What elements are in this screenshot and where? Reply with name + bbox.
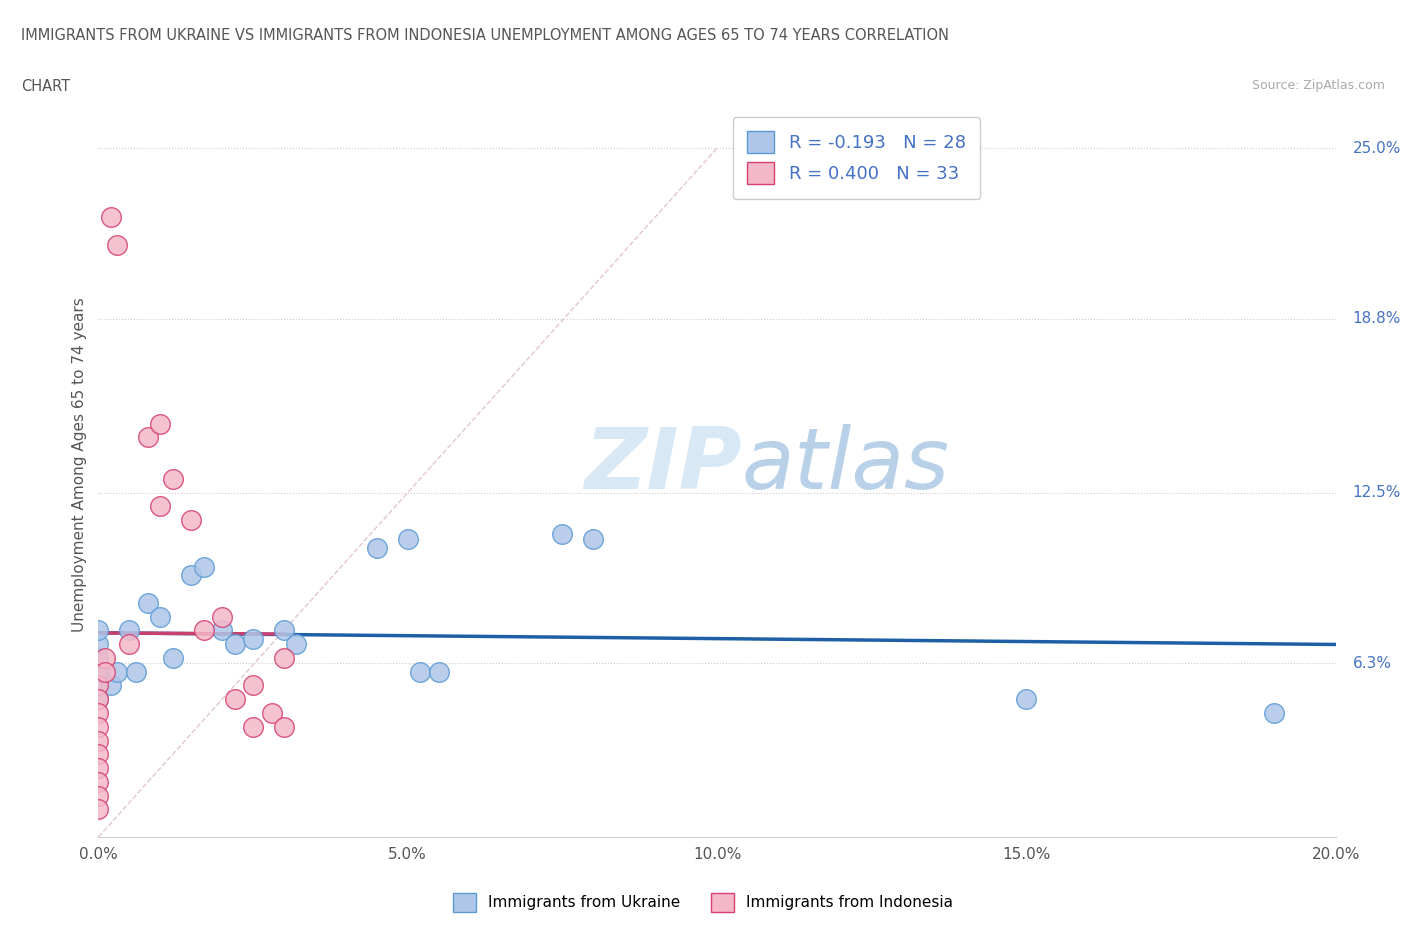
Point bbox=[582, 532, 605, 547]
Text: 18.8%: 18.8% bbox=[1353, 312, 1400, 326]
Point bbox=[242, 631, 264, 646]
Point bbox=[551, 526, 574, 541]
Text: ZIP: ZIP bbox=[583, 423, 742, 507]
Point bbox=[180, 568, 202, 583]
Point bbox=[87, 719, 110, 734]
Point bbox=[87, 692, 110, 707]
Point bbox=[273, 719, 295, 734]
Point bbox=[105, 237, 128, 252]
Point bbox=[87, 692, 110, 707]
Point bbox=[100, 678, 122, 693]
Point bbox=[100, 209, 122, 224]
Point bbox=[87, 678, 110, 693]
Point bbox=[149, 417, 172, 432]
Point bbox=[273, 650, 295, 665]
Point bbox=[285, 637, 308, 652]
Legend: Immigrants from Ukraine, Immigrants from Indonesia: Immigrants from Ukraine, Immigrants from… bbox=[447, 887, 959, 918]
Point bbox=[193, 560, 215, 575]
Point bbox=[162, 650, 184, 665]
Point bbox=[87, 733, 110, 748]
Point bbox=[273, 623, 295, 638]
Point bbox=[87, 802, 110, 817]
Text: 6.3%: 6.3% bbox=[1353, 656, 1392, 671]
Point bbox=[1263, 706, 1285, 721]
Point bbox=[87, 650, 110, 665]
Point bbox=[242, 678, 264, 693]
Point bbox=[260, 706, 283, 721]
Point bbox=[87, 761, 110, 776]
Point bbox=[224, 692, 246, 707]
Text: CHART: CHART bbox=[21, 79, 70, 94]
Point bbox=[366, 540, 388, 555]
Point bbox=[93, 650, 115, 665]
Point bbox=[162, 472, 184, 486]
Point bbox=[87, 706, 110, 721]
Legend: R = -0.193   N = 28, R = 0.400   N = 33: R = -0.193 N = 28, R = 0.400 N = 33 bbox=[733, 117, 980, 199]
Text: 12.5%: 12.5% bbox=[1353, 485, 1400, 500]
Point bbox=[87, 747, 110, 762]
Point bbox=[87, 789, 110, 804]
Point bbox=[149, 498, 172, 513]
Point bbox=[224, 637, 246, 652]
Point bbox=[87, 678, 110, 693]
Point bbox=[105, 664, 128, 679]
Point bbox=[427, 664, 450, 679]
Text: 25.0%: 25.0% bbox=[1353, 140, 1400, 155]
Point bbox=[118, 637, 141, 652]
Point bbox=[396, 532, 419, 547]
Point bbox=[118, 623, 141, 638]
Text: atlas: atlas bbox=[742, 423, 950, 507]
Point bbox=[1015, 692, 1038, 707]
Point bbox=[211, 609, 233, 624]
Y-axis label: Unemployment Among Ages 65 to 74 years: Unemployment Among Ages 65 to 74 years bbox=[72, 298, 87, 632]
Point bbox=[87, 664, 110, 679]
Text: IMMIGRANTS FROM UKRAINE VS IMMIGRANTS FROM INDONESIA UNEMPLOYMENT AMONG AGES 65 : IMMIGRANTS FROM UKRAINE VS IMMIGRANTS FR… bbox=[21, 28, 949, 43]
Point bbox=[193, 623, 215, 638]
Point bbox=[87, 623, 110, 638]
Point bbox=[87, 637, 110, 652]
Point bbox=[180, 512, 202, 527]
Point bbox=[136, 595, 159, 610]
Point bbox=[409, 664, 432, 679]
Point bbox=[93, 664, 115, 679]
Point bbox=[124, 664, 146, 679]
Text: Source: ZipAtlas.com: Source: ZipAtlas.com bbox=[1251, 79, 1385, 92]
Point bbox=[87, 775, 110, 790]
Point bbox=[242, 719, 264, 734]
Point bbox=[211, 623, 233, 638]
Point bbox=[136, 430, 159, 445]
Point bbox=[149, 609, 172, 624]
